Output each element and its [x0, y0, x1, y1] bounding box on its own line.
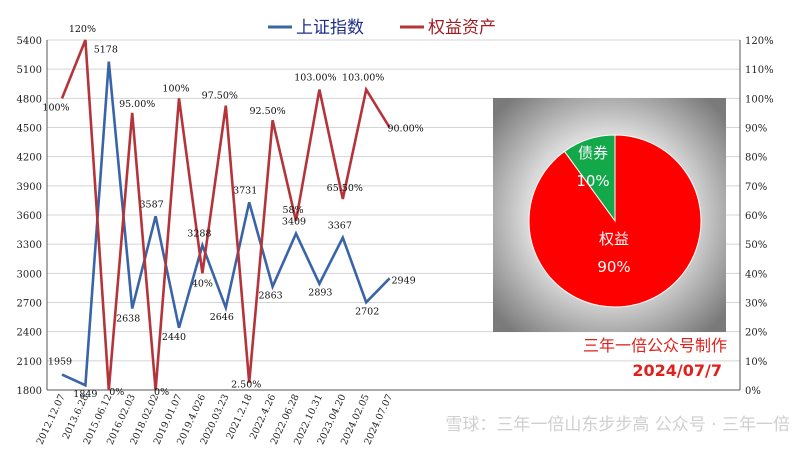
legend: 上证指数 权益资产: [268, 18, 496, 38]
left-tick-label: 5400: [17, 36, 42, 47]
pie-label-equity: 权益: [599, 230, 629, 248]
left-tick-label: 3000: [17, 269, 42, 280]
data-label-index: 2893: [308, 288, 332, 299]
data-labels: 1959 1849 5178 2638 3587 2440 3288 2646 3731 2863…: [42, 24, 423, 400]
data-label-equity: 95.00%: [119, 99, 155, 110]
series-equity-allocation: [60, 39, 391, 391]
right-tick-label: 80%: [745, 153, 767, 164]
right-tick-label: 100%: [745, 94, 774, 105]
left-tick-label: 2100: [17, 357, 42, 368]
left-tick-label: 4200: [17, 153, 42, 164]
pie-percent-equity: 90%: [597, 258, 630, 276]
data-label-index: 1959: [48, 357, 72, 368]
data-label-equity: 0%: [154, 387, 169, 398]
pie-label-bond: 债券: [578, 144, 608, 162]
left-tick-label: 4500: [17, 124, 42, 135]
right-axis-ticks: 0% 10% 20% 30% 40% 50% 60% 70% 80% 90% 100% 110% 120…: [745, 36, 774, 397]
left-tick-label: 3600: [17, 211, 42, 222]
data-label-equity: 103.00%: [342, 73, 384, 84]
right-tick-label: 70%: [745, 182, 767, 193]
right-tick-label: 20%: [745, 328, 767, 339]
data-label-equity: 100%: [162, 83, 189, 94]
left-tick-label: 1800: [17, 386, 42, 397]
data-label-equity: 103.00%: [294, 73, 336, 84]
right-tick-label: 120%: [745, 36, 774, 47]
pie-slice-equity: [528, 134, 702, 308]
right-tick-label: 10%: [745, 357, 767, 368]
data-label-equity: 40%: [192, 278, 213, 289]
legend-label-index: 上证指数: [296, 18, 364, 38]
pie-percent-bond: 10%: [576, 172, 609, 190]
left-tick-label: 3300: [17, 240, 42, 251]
data-label-index: 3731: [233, 185, 257, 196]
data-label-index: 3409: [282, 217, 306, 228]
data-label-index: 2638: [116, 314, 140, 325]
data-label-equity: 120%: [69, 24, 96, 35]
data-label-index: 2863: [259, 291, 283, 302]
data-label-equity: 58%: [282, 205, 303, 216]
credit-maker: 三年一倍公众号制作: [583, 336, 727, 355]
data-label-index: 2949: [392, 275, 416, 286]
watermark: 雪球：三年一倍山东步步高 公众号 · 三年一倍: [445, 415, 790, 435]
right-tick-label: 50%: [745, 240, 767, 251]
data-label-equity: 0%: [109, 387, 124, 398]
data-label-index: 3587: [140, 199, 164, 210]
data-label-equity: 100%: [42, 102, 69, 113]
data-label-equity: 90.00%: [387, 124, 423, 135]
axes: [46, 40, 741, 391]
right-tick-label: 110%: [745, 65, 774, 76]
data-label-index: 5178: [94, 45, 118, 56]
left-tick-label: 2700: [17, 299, 42, 310]
right-tick-label: 60%: [745, 211, 767, 222]
left-tick-label: 2400: [17, 328, 42, 339]
data-label-index: 2702: [355, 306, 379, 317]
right-tick-label: 30%: [745, 299, 767, 310]
data-label-index: 3288: [187, 228, 211, 239]
right-tick-label: 40%: [745, 269, 767, 280]
data-label-index: 1849: [73, 389, 97, 400]
data-label-equity: 92.50%: [249, 106, 285, 117]
legend-label-equity: 权益资产: [428, 18, 496, 38]
left-tick-label: 4800: [17, 94, 42, 105]
left-tick-label: 3900: [17, 182, 42, 193]
data-label-equity: 2.50%: [231, 380, 261, 391]
left-axis-ticks: 1800 2100 2400 2700 3000 3300 3600 3900 4200 4500…: [17, 36, 42, 397]
pie-chart: [528, 134, 702, 308]
credit-date: 2024/07/7: [632, 361, 722, 380]
line-shanghai-index: [61, 61, 391, 388]
left-tick-label: 5100: [17, 65, 42, 76]
data-label-equity: 65.50%: [327, 183, 363, 194]
series-shanghai-index: [61, 61, 391, 388]
right-tick-label: 90%: [745, 124, 767, 135]
data-label-index: 2440: [162, 332, 186, 343]
data-label-index: 3367: [328, 221, 352, 232]
right-tick-label: 0%: [745, 386, 761, 397]
line-equity-allocation: [60, 39, 391, 391]
data-label-equity: 97.50%: [202, 91, 238, 102]
data-label-index: 2646: [210, 312, 234, 323]
